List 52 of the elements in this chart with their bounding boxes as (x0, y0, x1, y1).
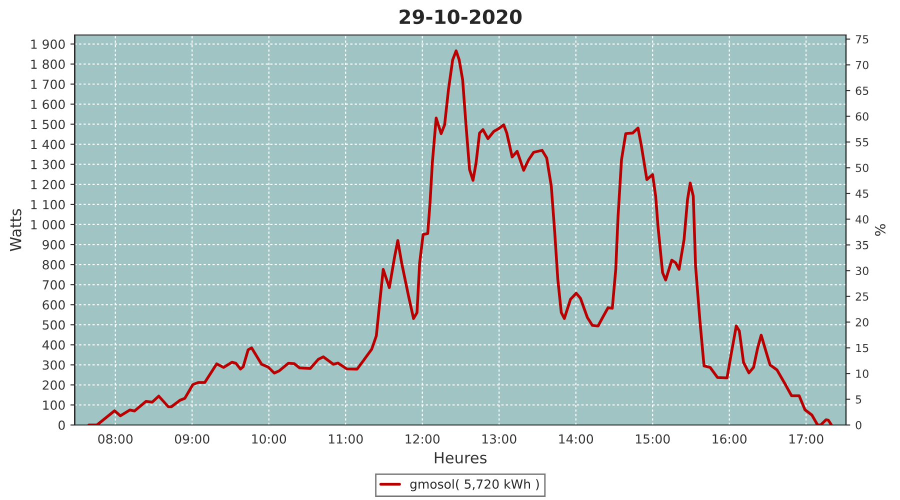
y-tick-label: 1 200 (31, 180, 65, 190)
y-tick-label: 1 100 (31, 200, 65, 210)
y2-axis-title: % (874, 224, 886, 236)
y-tick-label: 700 (42, 280, 65, 290)
y-tick-label: 800 (42, 260, 65, 270)
y2-tick-label: 30 (856, 266, 868, 276)
y2-tick-label: 50 (856, 164, 868, 172)
x-tick-label: 15:00 (636, 434, 670, 444)
y2-tick-label: 75 (856, 35, 868, 44)
y-tick-label: 1 000 (31, 220, 65, 230)
chart-title: 29-10-2020 (400, 9, 522, 24)
y2-tick-label: 45 (856, 190, 868, 198)
y-tick-label: 600 (42, 300, 65, 310)
x-axis-title: Heures (434, 452, 487, 464)
y2-tick-label: 40 (856, 215, 868, 224)
y2-tick-label: 55 (856, 138, 868, 146)
y-tick-label: 400 (42, 340, 65, 350)
y-tick-label: 1 800 (31, 60, 65, 69)
x-tick-label: 13:00 (482, 434, 516, 444)
y2-tick-label: 10 (856, 370, 868, 378)
y-tick-label: 900 (42, 240, 65, 250)
y-axis-title: Watts (10, 209, 22, 252)
y-tick-label: 1 500 (31, 120, 65, 130)
y-tick-label: 200 (42, 380, 65, 390)
y-tick-label: 100 (43, 400, 65, 410)
x-tick-label: 09:00 (174, 434, 210, 444)
y-tick-label: 300 (42, 360, 65, 370)
y2-tick-label: 20 (856, 318, 868, 326)
y-tick-label: 1 400 (31, 140, 65, 150)
x-tick-label: 17:00 (789, 434, 824, 444)
y2-tick-label: 65 (856, 86, 868, 95)
y-tick-label: 500 (42, 320, 65, 330)
line-series (88, 49, 833, 425)
x-tick-label: 14:00 (559, 434, 594, 444)
x-tick-label: 16:00 (712, 434, 747, 444)
y-tick-label: 1 900 (31, 39, 65, 49)
y2-tick-label: 70 (856, 60, 868, 70)
y2-tick-label: 0 (856, 420, 862, 430)
x-tick-label: 11:00 (328, 434, 363, 444)
x-tick-label: 08:00 (98, 434, 133, 444)
y-tick-label: 1 600 (31, 100, 65, 110)
y2-tick-label: 15 (856, 344, 868, 352)
y2-tick-label: 35 (856, 240, 868, 250)
y2-tick-label: 5 (856, 395, 862, 404)
x-tick-label: 10:00 (252, 434, 286, 444)
y2-tick-label: 25 (856, 292, 868, 301)
x-tick-label: 12:00 (406, 434, 440, 444)
y-tick-label: 1 300 (31, 160, 65, 170)
legend-label: gmosol( 5,720 kWh ) (410, 479, 539, 492)
y2-tick-label: 60 (856, 112, 868, 121)
y-tick-label: 0 (58, 420, 65, 430)
y-tick-label: 1 700 (31, 80, 65, 90)
